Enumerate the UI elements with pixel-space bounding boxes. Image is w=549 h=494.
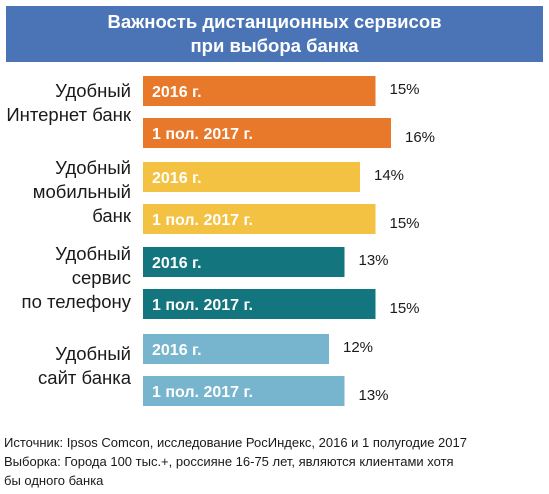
bar [143,162,360,192]
bar-period-label: 1 пол. 2017 г. [152,126,253,143]
chart-title-line-1: Важность дистанционных сервисов [107,11,442,32]
bar [143,76,376,106]
bar-value-label: 15% [390,81,420,98]
category-label: Удобный [55,243,131,264]
category-label: сайт банка [38,367,132,388]
bar [143,118,391,148]
bar-value-label: 13% [359,252,389,269]
bar-period-label: 1 пол. 2017 г. [152,212,253,229]
category-label: Удобный [55,80,131,101]
bar-value-label: 15% [390,215,420,232]
bar-chart: Удобный Интернет банк 2016 г. 15% 1 пол. 201… [6,76,435,406]
category-label: Удобный [55,157,131,178]
chart-title-line-2: при выбора банка [190,35,359,56]
category-label: по телефону [22,291,132,312]
bar [143,247,345,277]
bar-value-label: 16% [405,129,435,146]
bar [143,204,376,234]
bar [143,376,345,406]
bar [143,289,376,319]
bar-value-label: 13% [359,387,389,404]
bar-period-label: 2016 г. [152,84,202,101]
bar-period-label: 2016 г. [152,255,202,272]
source-note: Источник: Ipsos Comcon, исследование Рос… [4,435,467,450]
bar-value-label: 12% [343,339,373,356]
category-label: Интернет банк [6,104,132,125]
bar-period-label: 1 пол. 2017 г. [152,384,253,401]
bar-value-label: 14% [374,167,404,184]
category-label: Удобный [55,343,131,364]
bar-period-label: 1 пол. 2017 г. [152,297,253,314]
bar-period-label: 2016 г. [152,342,202,359]
bar-period-label: 2016 г. [152,170,202,187]
sample-note-line-1: Выборка: Города 100 тыс.+, россияне 16-7… [4,454,454,469]
category-label: мобильный [33,181,131,202]
sample-note-line-2: бы одного банка [4,473,104,488]
chart-title: Важность дистанционных сервисов при выбо… [6,6,543,62]
bar [143,334,329,364]
category-label: банк [92,205,132,226]
bar-value-label: 15% [390,300,420,317]
category-label: сервис [72,267,131,288]
